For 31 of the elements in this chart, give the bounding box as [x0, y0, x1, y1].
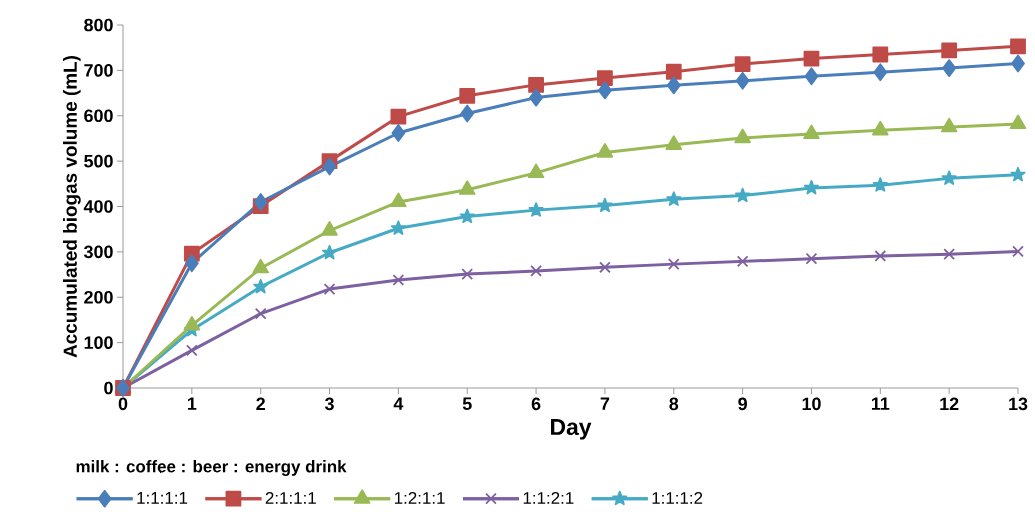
- legend-label: 1:1:2:1: [523, 492, 574, 504]
- legend-label: 2:1:1:1: [265, 492, 316, 504]
- x-tick-label: 6: [531, 397, 541, 411]
- y-tick-label: 400: [83, 200, 113, 213]
- x-tick-label: 3: [324, 397, 334, 411]
- x-tick-label: 12: [940, 397, 959, 411]
- y-tick-label: 800: [84, 18, 113, 32]
- legend-label: 1:1:1:1: [137, 492, 188, 504]
- legend-title: milk : coffee : beer : energy drink: [76, 460, 347, 476]
- legend-label: 1:1:1:2: [652, 492, 703, 504]
- y-tick-label: 300: [83, 245, 113, 259]
- y-tick-label: 0: [104, 381, 113, 395]
- y-tick-label: 100: [84, 336, 113, 349]
- x-tick-label: 13: [1009, 397, 1028, 411]
- x-tick-label: 8: [669, 397, 679, 411]
- y-tick-label: 200: [84, 290, 113, 304]
- x-tick-label: 7: [600, 397, 610, 410]
- x-axis-title: Day: [551, 419, 592, 440]
- x-tick-label: 4: [393, 397, 404, 410]
- x-tick-label: 5: [462, 397, 472, 411]
- x-tick-label: 1: [187, 397, 197, 410]
- y-tick-label: 500: [84, 154, 113, 168]
- x-tick-label: 10: [802, 397, 821, 411]
- y-axis-title: Accumulated biogas volume (mL): [62, 56, 81, 358]
- x-tick-label: 0: [118, 397, 128, 411]
- y-tick-label: 700: [84, 64, 113, 77]
- x-tick-label: 11: [871, 397, 890, 410]
- legend-label: 1:2:1:1: [394, 492, 445, 504]
- x-tick-label: 2: [256, 397, 265, 411]
- x-tick-label: 9: [738, 397, 747, 411]
- y-tick-label: 600: [84, 109, 113, 123]
